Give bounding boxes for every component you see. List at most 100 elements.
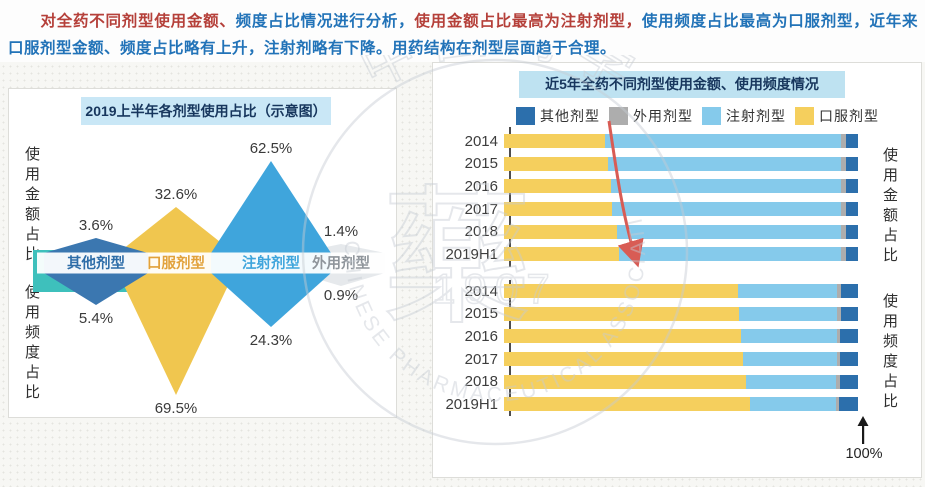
- frequency-share-value: 0.9%: [324, 287, 358, 304]
- bar-track: [504, 179, 858, 194]
- right-axis-label-frequency: 使用频度占比: [881, 293, 898, 413]
- bar-segment-其他剂型: [840, 306, 858, 321]
- summary-background: [0, 0, 925, 62]
- bar-segment-外用剂型: [836, 352, 841, 367]
- bar-segment-其他剂型: [840, 284, 858, 298]
- money-share-value: 62.5%: [250, 140, 293, 157]
- kite-注射剂型: [211, 161, 331, 327]
- kite-category-label: 口服剂型: [147, 254, 205, 272]
- bar-segment-口服剂型: [504, 329, 742, 344]
- bar-segment-注射剂型: [619, 247, 841, 262]
- kite-category-label: 注射剂型: [242, 254, 300, 272]
- bar-segment-其他剂型: [840, 352, 858, 367]
- bar-segment-其他剂型: [845, 202, 858, 217]
- bar-segment-口服剂型: [504, 284, 738, 298]
- frequency-bar-chart: 2014 2015 2016 2017 2018 2019H1: [434, 283, 858, 413]
- bar-track: [504, 134, 858, 148]
- bar-segment-其他剂型: [845, 224, 858, 239]
- bar-segment-注射剂型: [742, 352, 837, 367]
- left-axis-label-frequency: 使用频度占比: [23, 284, 40, 404]
- bar-row: 2019H1: [434, 395, 858, 413]
- money-share-value: 1.4%: [324, 223, 358, 240]
- year-label: 2014: [464, 132, 498, 150]
- bar-segment-其他剂型: [845, 134, 858, 148]
- year-label: 2018: [464, 223, 498, 241]
- bar-segment-口服剂型: [504, 179, 611, 194]
- legend-item: 外用剂型: [609, 106, 693, 126]
- bar-segment-注射剂型: [604, 134, 842, 148]
- bar-segment-口服剂型: [504, 374, 747, 389]
- bar-track: [504, 156, 858, 171]
- bar-row: 2017: [434, 201, 858, 218]
- year-label: 2019H1: [445, 395, 498, 413]
- year-label: 2015: [464, 305, 498, 323]
- bar-segment-注射剂型: [616, 224, 841, 239]
- bar-row: 2018: [434, 373, 858, 390]
- money-bar-chart: 2014 2015 2016 2017 2018 2019H1: [434, 132, 858, 263]
- bar-row: 2014: [434, 283, 858, 300]
- legend-swatch: [795, 107, 814, 125]
- bar-segment-其他剂型: [845, 156, 858, 171]
- bar-segment-口服剂型: [504, 352, 743, 367]
- kite-category-label: 其他剂型: [67, 254, 125, 272]
- bar-track: [504, 397, 858, 412]
- bar-segment-外用剂型: [841, 134, 846, 148]
- money-share-value: 3.6%: [79, 217, 113, 234]
- bar-segment-外用剂型: [836, 397, 840, 412]
- bar-row: 2016: [434, 177, 858, 195]
- bar-segment-其他剂型: [839, 397, 858, 412]
- bar-row: 2018: [434, 223, 858, 241]
- trend-arrow-icon: [607, 120, 644, 268]
- legend-swatch: [516, 107, 535, 125]
- bar-segment-外用剂型: [841, 156, 846, 171]
- summary-paragraph: 对全药不同剂型使用金额、频度占比情况进行分析，使用金额占比最高为注射剂型，使用频…: [8, 8, 918, 62]
- x-max-label: 100%: [845, 446, 883, 462]
- bar-segment-外用剂型: [836, 374, 840, 389]
- left-chart-panel: 2019上半年各剂型使用占比（示意图） 使用金额占比 使用频度占比 其他剂型 3.…: [8, 88, 397, 418]
- up-arrow-icon: [857, 416, 869, 444]
- bar-track: [504, 247, 858, 262]
- summary-segment: 对全药不同剂型使用金额、: [40, 13, 236, 30]
- legend-swatch: [609, 107, 628, 125]
- bar-segment-口服剂型: [504, 224, 617, 239]
- bar-segment-其他剂型: [840, 329, 858, 344]
- year-label: 2016: [464, 177, 498, 195]
- bar-segment-外用剂型: [841, 179, 846, 194]
- bar-segment-其他剂型: [839, 374, 858, 389]
- bar-row: 2014: [434, 132, 858, 150]
- right-axis-label-money: 使用金额占比: [881, 147, 898, 267]
- kite-category-label: 外用剂型: [312, 254, 370, 272]
- year-label: 2017: [464, 350, 498, 368]
- bar-track: [504, 352, 858, 367]
- bar-segment-注射剂型: [737, 284, 838, 298]
- summary-segment: 频度占比情况进行分析，: [235, 13, 415, 30]
- money-share-value: 32.6%: [155, 186, 198, 203]
- bar-track: [504, 284, 858, 298]
- category-label-strip: [37, 252, 393, 274]
- legend-item: 其他剂型: [516, 106, 600, 126]
- bar-segment-外用剂型: [836, 329, 841, 344]
- bar-row: 2017: [434, 350, 858, 368]
- summary-segment: 使用金额占比最高为注射剂型，: [414, 13, 642, 30]
- bar-segment-口服剂型: [504, 247, 620, 262]
- bar-segment-外用剂型: [837, 284, 841, 298]
- legend-label: 注射剂型: [726, 108, 786, 124]
- bar-segment-注射剂型: [741, 329, 837, 344]
- kite-chart: 其他剂型 3.6% 5.4% 口服剂型 32.6% 69.5% 注射剂型 62.5% 24.3%…: [33, 140, 393, 417]
- year-label: 2016: [464, 327, 498, 345]
- right-chart-panel: 近5年全药不同剂型使用金额、使用频度情况 其他剂型 外用剂型 注射剂型 口服剂型 20…: [432, 62, 922, 478]
- bar-row: 2019H1: [434, 246, 858, 263]
- legend: 其他剂型 外用剂型 注射剂型 口服剂型: [516, 106, 879, 126]
- year-label: 2015: [464, 155, 498, 173]
- bar-segment-口服剂型: [504, 134, 605, 148]
- summary-segment: 使用频度占比最高为口服剂型，近年来口服剂型金额、频度占比略有上升，注射剂略有下降…: [8, 13, 918, 57]
- legend-label: 口服剂型: [819, 108, 879, 124]
- bar-segment-外用剂型: [837, 306, 841, 321]
- bar-segment-口服剂型: [504, 397, 751, 412]
- left-axis-label-money: 使用金额占比: [23, 146, 40, 266]
- legend-item: 注射剂型: [702, 106, 786, 126]
- frequency-axis-line: [509, 280, 511, 416]
- legend-label: 其他剂型: [540, 108, 600, 124]
- bar-track: [504, 329, 858, 344]
- right-chart-title: 近5年全药不同剂型使用金额、使用频度情况: [519, 71, 845, 98]
